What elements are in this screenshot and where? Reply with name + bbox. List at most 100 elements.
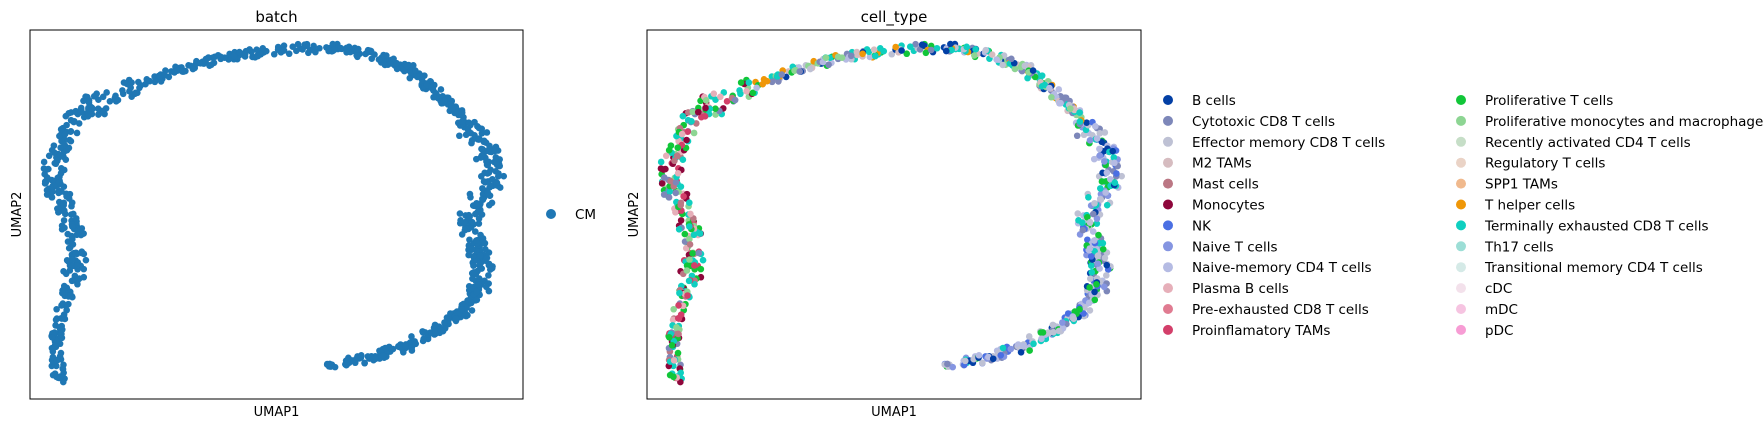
legend-batch: CM — [546, 207, 596, 223]
scatter-point — [673, 324, 680, 331]
scatter-point — [1118, 172, 1125, 180]
panel-title-batch: batch — [255, 8, 297, 26]
scatter-point — [888, 50, 896, 58]
scatter-point — [375, 56, 383, 63]
scatter-point — [481, 239, 489, 247]
scatter-point — [85, 104, 92, 112]
scatter-point — [933, 44, 941, 52]
scatter-point — [205, 54, 212, 62]
scatter-point — [468, 245, 476, 252]
scatter-point — [1091, 296, 1099, 304]
scatter-point — [701, 113, 709, 120]
legend-marker — [1163, 262, 1173, 273]
scatter-point — [697, 265, 705, 273]
scatter-point — [57, 349, 65, 357]
scatter-point — [1101, 158, 1108, 165]
scatter-point — [475, 220, 483, 227]
scatter-point — [927, 46, 935, 54]
scatter-point — [1093, 135, 1101, 142]
scatter-point — [695, 249, 703, 257]
scatter-point — [354, 46, 362, 53]
scatter-point — [53, 305, 60, 313]
legend-marker — [1456, 136, 1466, 147]
scatter-point — [449, 105, 456, 112]
scatter-point — [674, 144, 682, 151]
scatter-point — [485, 261, 493, 269]
scatter-point — [1086, 218, 1094, 226]
legend-marker — [1456, 324, 1466, 335]
scatter-point — [99, 93, 107, 101]
scatter-point — [60, 369, 67, 377]
scatter-point — [791, 67, 798, 74]
scatter-point — [285, 50, 293, 58]
scatter-point — [437, 86, 445, 93]
scatter-point — [1096, 130, 1104, 137]
scatter-point — [1096, 145, 1103, 153]
legend-label: Cytotoxic CD8 T cells — [1192, 114, 1335, 130]
legend-marker — [1456, 178, 1466, 189]
scatter-point — [420, 335, 427, 343]
scatter-point — [389, 345, 397, 353]
scatter-point — [80, 265, 88, 273]
legend-label: Naive-memory CD4 T cells — [1192, 260, 1372, 276]
scatter-point — [461, 226, 469, 234]
scatter-point — [1101, 129, 1109, 136]
scatter-point — [466, 236, 473, 244]
scatter-point — [1113, 170, 1120, 177]
scatter-point — [55, 208, 62, 216]
scatter-point — [437, 327, 445, 335]
scatter-point — [1048, 93, 1055, 101]
scatter-point — [456, 210, 464, 217]
legend-marker — [1163, 178, 1173, 189]
scatter-point — [903, 50, 911, 58]
scatter-point — [1038, 335, 1045, 343]
scatter-point — [1055, 327, 1063, 335]
scatter-point — [1098, 138, 1106, 146]
legend-marker — [1163, 241, 1173, 252]
scatter-point — [1093, 215, 1101, 222]
scatter-point — [1029, 67, 1037, 74]
scatter-point — [670, 373, 677, 381]
scatter-point — [353, 52, 360, 59]
scatter-point — [467, 193, 474, 201]
scatter-point — [745, 79, 753, 86]
scatter-point — [737, 79, 745, 86]
scatter-point — [822, 54, 830, 62]
scatter-point — [66, 136, 73, 144]
scatter-point — [1025, 333, 1033, 340]
scatter-point — [672, 208, 679, 216]
scatter-point — [1086, 245, 1094, 252]
scatter-point — [485, 272, 492, 279]
scatter-point — [674, 169, 682, 177]
scatter-point — [462, 310, 469, 317]
scatter-point — [686, 241, 694, 248]
scatter-point — [412, 67, 419, 74]
scatter-point — [421, 329, 429, 336]
scatter-point — [1096, 185, 1104, 192]
plot-frame-batch — [29, 29, 524, 400]
scatter-point — [345, 43, 353, 51]
legend-label: M2 TAMs — [1192, 156, 1252, 172]
scatter-point — [1084, 213, 1091, 221]
legend-marker — [1163, 324, 1173, 335]
scatter-point — [62, 112, 70, 120]
scatter-point — [473, 296, 481, 304]
scatter-point — [316, 44, 323, 52]
scatter-point — [393, 65, 401, 73]
x-axis-label-cell-type: UMAP1 — [871, 405, 917, 420]
scatter-point — [189, 65, 197, 73]
scatter-point — [696, 230, 704, 237]
scatter-point — [1111, 159, 1118, 167]
scatter-point — [53, 373, 60, 381]
scatter-point — [390, 55, 397, 63]
y-axis-label-batch: UMAP2 — [10, 192, 25, 238]
scatter-point — [481, 245, 489, 253]
scatter-point — [361, 359, 368, 367]
scatter-point — [1084, 236, 1091, 244]
scatter-point — [77, 108, 85, 116]
scatter-point — [898, 47, 905, 54]
scatter-point — [675, 302, 682, 309]
scatter-point — [132, 89, 139, 97]
scatter-point — [666, 188, 674, 195]
scatter-point — [999, 344, 1007, 352]
